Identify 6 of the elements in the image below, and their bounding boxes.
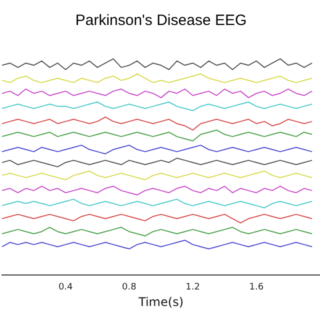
- chart-title: Parkinson's Disease EEG: [75, 12, 247, 30]
- x-tick-label: 1.2: [186, 282, 200, 293]
- x-tick-label: 1.6: [249, 282, 264, 293]
- x-tick-label: 0.4: [58, 282, 74, 293]
- x-tick-label: 0.8: [122, 282, 137, 293]
- x-axis-title: Time(s): [138, 294, 184, 309]
